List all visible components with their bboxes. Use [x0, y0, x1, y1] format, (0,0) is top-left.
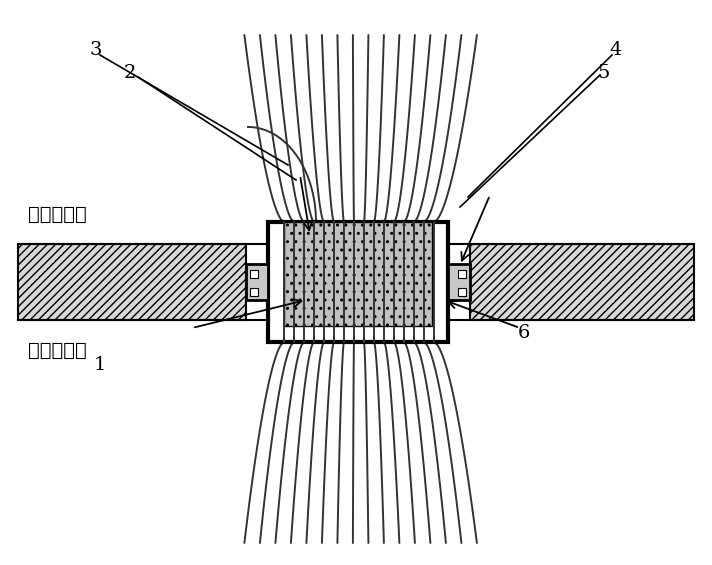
Bar — [448, 264, 470, 300]
Bar — [470, 244, 694, 320]
Bar — [250, 288, 258, 296]
Bar — [458, 288, 466, 296]
Text: 4: 4 — [609, 41, 622, 59]
Bar — [458, 270, 466, 278]
Text: 6: 6 — [518, 324, 530, 342]
Bar — [18, 244, 246, 320]
Text: 5: 5 — [598, 64, 610, 82]
Text: 隔爆柜上腔: 隔爆柜上腔 — [28, 205, 87, 224]
Text: 1: 1 — [94, 356, 106, 374]
Bar — [284, 222, 432, 326]
Text: 3: 3 — [90, 41, 103, 59]
Bar — [268, 222, 448, 342]
Text: 2: 2 — [124, 64, 136, 82]
Bar — [250, 270, 258, 278]
Bar — [246, 264, 268, 300]
Text: 隔爆柜下腔: 隔爆柜下腔 — [28, 341, 87, 359]
